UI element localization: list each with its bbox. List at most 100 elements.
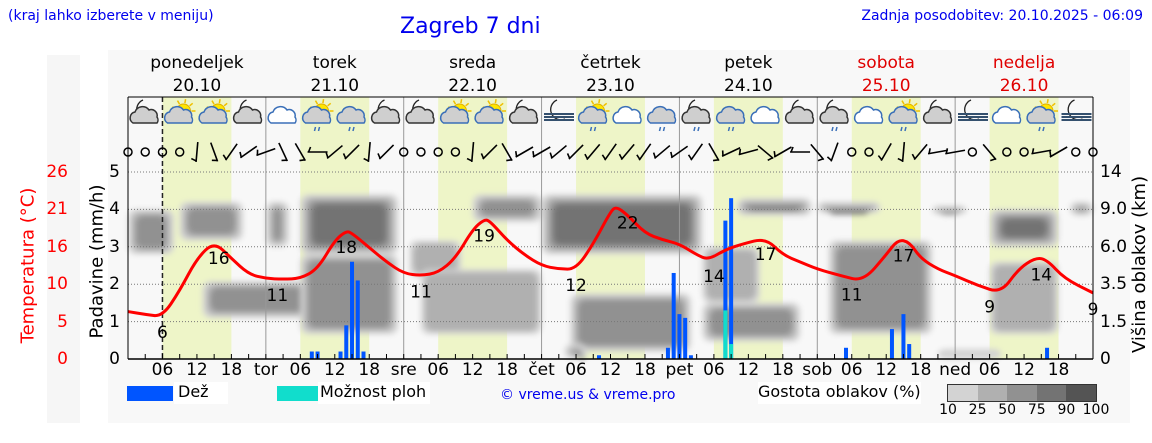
calm-wind-icon <box>140 147 150 157</box>
wind-barb-icon <box>721 147 741 157</box>
wind-shaft <box>913 143 928 161</box>
wind-feather <box>325 152 329 159</box>
wind-feather <box>281 159 287 162</box>
wind-shaft <box>901 141 906 163</box>
day-name: torek <box>312 53 357 73</box>
sun-ray <box>176 100 181 105</box>
rain-drop <box>1042 126 1045 132</box>
wind-feather <box>239 151 243 158</box>
x-tick-label: 18 <box>221 360 243 380</box>
cloud-rain-icon <box>715 106 746 132</box>
wind-shaft <box>721 147 741 157</box>
day-name: petek <box>724 53 773 73</box>
sun-ray <box>184 99 187 104</box>
wind-feather <box>307 146 312 153</box>
sun-ray <box>327 102 332 107</box>
cloud-layer <box>578 299 683 346</box>
x-tick-label: 12 <box>324 360 346 380</box>
calm-wind-icon <box>398 147 409 157</box>
day-name: ponedeljek <box>150 53 244 73</box>
rain-bar <box>671 272 676 359</box>
temperature-label: 12 <box>565 276 587 296</box>
wind-shaft <box>378 144 395 160</box>
wind-barb-icon <box>601 143 617 161</box>
sun-ray <box>218 99 221 104</box>
wind-barb-icon <box>190 141 199 163</box>
wind-barb-icon <box>877 142 892 162</box>
density-level-label: 50 <box>998 402 1017 418</box>
day-date: 21.10 <box>310 76 360 96</box>
temperature-tick-label: 10 <box>46 274 68 295</box>
day-header: nedelja 26.10 <box>993 52 1055 98</box>
cloud-height-tick-label: 3.5 <box>1100 274 1128 295</box>
cloud-layer <box>936 208 963 212</box>
temperature-label: 6 <box>157 323 168 343</box>
wind-feather <box>670 151 673 158</box>
x-tick-label: čet <box>528 360 555 380</box>
cloud-layer <box>308 260 390 328</box>
wind-shaft <box>326 144 343 160</box>
sun-ray <box>913 102 918 107</box>
moon-cloud-icon <box>129 99 159 124</box>
credit-link[interactable]: © vreme.us & vreme.pro <box>500 387 676 403</box>
calm-wind-icon <box>1019 147 1029 157</box>
precipitation-tick-label: 5 <box>109 162 120 182</box>
cloud-height-tick-label: 1.5 <box>1100 311 1128 332</box>
wind-feather <box>897 157 904 162</box>
wind-feather <box>618 153 623 160</box>
precipitation-tick-label: 0 <box>109 349 120 369</box>
x-tick-label: 12 <box>738 360 760 380</box>
cloud-layer <box>710 309 793 336</box>
day-name: sreda <box>449 53 497 73</box>
cloud-layer <box>273 208 281 241</box>
wind-shaft <box>773 146 792 158</box>
wind-barb-icon <box>239 145 258 159</box>
cloud-layer <box>576 353 581 357</box>
wind-feather <box>945 148 949 154</box>
temperature-label: 17 <box>893 247 915 267</box>
wind-shaft <box>586 143 601 161</box>
cloud <box>922 106 953 124</box>
sun-ray <box>494 99 497 104</box>
wind-barb-icon <box>636 143 652 161</box>
wind-feather <box>506 159 512 162</box>
temperature-label: 18 <box>335 238 357 258</box>
temperature-tick-label: 16 <box>46 236 68 257</box>
wind-barb-icon <box>945 148 966 155</box>
density-level-label: 100 <box>1082 402 1110 418</box>
rain-bar <box>309 351 314 359</box>
wind-feather <box>299 159 305 162</box>
rain-drop <box>693 126 696 132</box>
rain-drop <box>658 126 662 132</box>
cloud-layer <box>572 350 580 354</box>
sun-cloud-icon <box>198 99 230 124</box>
day-name: četrtek <box>580 53 641 73</box>
wind-shaft <box>482 144 498 160</box>
day-date: 22.10 <box>448 76 497 96</box>
wind-barb-icon <box>294 142 307 162</box>
cloud <box>336 106 366 124</box>
wind-feather <box>256 149 259 156</box>
density-level-label: 75 <box>1027 402 1046 418</box>
wind-barb-icon <box>222 143 238 161</box>
wind-shaft <box>256 147 276 157</box>
moon-cloud-icon <box>370 99 401 124</box>
wind-shaft <box>708 142 720 162</box>
day-header: četrtek 23.10 <box>580 52 640 98</box>
sun-cloud-icon <box>474 99 506 124</box>
moon-cloud-icon <box>784 99 815 124</box>
wind-shaft <box>344 144 360 160</box>
day-name: nedelja <box>992 53 1056 73</box>
x-tick-label: tor <box>254 360 278 380</box>
legend-rain-label: Dež <box>174 382 228 404</box>
storm-bar <box>729 344 734 359</box>
sun-ray <box>499 102 504 107</box>
moon-cloud-icon <box>922 99 953 124</box>
x-tick-label: 18 <box>772 360 794 380</box>
moon-fog-icon <box>958 99 988 121</box>
location-hint[interactable]: (kraj lahko izberete v meniju) <box>8 8 214 24</box>
x-tick-label: sob <box>802 360 832 380</box>
rain-bar <box>729 198 734 359</box>
wind-shaft <box>620 143 635 161</box>
cloud-height-tick-label: 9.0 <box>1100 199 1128 220</box>
